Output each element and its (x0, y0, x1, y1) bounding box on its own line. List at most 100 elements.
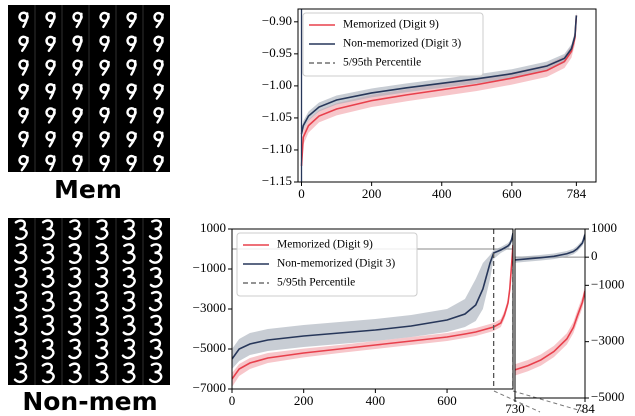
series-line (515, 234, 585, 261)
legend-label: 5/95th Percentile (277, 277, 355, 289)
digit (126, 154, 137, 172)
digit (41, 290, 55, 312)
digit (72, 131, 83, 148)
digit (14, 243, 28, 264)
y-tick-label: −1.15 (262, 173, 292, 188)
digit (149, 314, 163, 336)
digit (153, 11, 164, 29)
x-tick-label: 600 (437, 393, 457, 408)
series-line (232, 244, 513, 380)
x-tick-label: 200 (294, 393, 314, 408)
digit (18, 83, 29, 100)
digit (99, 154, 110, 172)
digit (72, 154, 83, 172)
digit (18, 59, 29, 76)
digit (153, 130, 164, 148)
y-tick-label: 0 (591, 248, 598, 263)
y-tick-label: −1000 (193, 260, 226, 275)
nonmem-label: Non-mem (22, 387, 157, 416)
y-tick-label: −1.00 (262, 77, 292, 92)
digit (153, 83, 164, 100)
digit (72, 83, 83, 100)
digit (153, 35, 164, 53)
digit (99, 11, 110, 29)
digit-grids (8, 5, 170, 385)
digit (126, 59, 137, 76)
digit (45, 11, 56, 29)
x-tick-label: 784 (575, 401, 595, 416)
digit (72, 35, 83, 52)
y-tick-label: −1000 (591, 276, 624, 291)
digit (99, 35, 110, 52)
plot-frame (514, 228, 586, 399)
digit (148, 219, 163, 240)
percentile-band (301, 12, 577, 173)
y-tick-label: −1.10 (262, 141, 292, 156)
x-tick-label: 730 (505, 401, 525, 416)
plot-frame (231, 228, 514, 390)
digit (41, 267, 55, 288)
legend-label: 5/95th Percentile (343, 57, 421, 69)
digit (18, 155, 29, 172)
digit (126, 83, 137, 100)
digit (149, 338, 163, 360)
y-tick-label: 1000 (200, 220, 226, 235)
digit (18, 130, 29, 148)
digit (153, 154, 164, 172)
digit (13, 290, 28, 312)
legend-label: Non-memorized (Digit 3) (343, 38, 461, 50)
plot (300, 9, 578, 182)
digit (45, 107, 56, 124)
percentile-band (232, 230, 513, 369)
y-tick-label: −3000 (193, 300, 226, 315)
percentile-band (515, 285, 585, 376)
digit (13, 362, 28, 384)
digit (153, 107, 164, 124)
digit (99, 59, 110, 76)
digit (72, 11, 83, 29)
digit (18, 107, 29, 124)
legend-box (302, 12, 484, 77)
percentile-band (515, 230, 585, 263)
digit (72, 59, 83, 76)
y-tick-label: −5000 (591, 389, 624, 404)
series-line (300, 15, 578, 167)
x-tick-label: 400 (432, 186, 452, 201)
x-tick-label: 784 (567, 186, 587, 201)
plot-frame (297, 8, 597, 183)
x-tick-label: 200 (362, 186, 382, 201)
digit (149, 243, 163, 264)
digit (126, 35, 137, 52)
legend-box (236, 232, 418, 297)
plot (515, 230, 585, 376)
zoom-connector (493, 390, 541, 413)
digit (99, 83, 110, 100)
digit (149, 267, 163, 288)
y-tick-label: −3000 (591, 333, 624, 348)
x-tick-label: 400 (366, 393, 386, 408)
y-tick-label: −7000 (193, 380, 226, 395)
digit (68, 243, 82, 264)
digit (94, 267, 109, 288)
series-line (515, 290, 585, 371)
x-tick-label: 0 (298, 186, 305, 201)
digit (126, 107, 137, 124)
digit (18, 11, 29, 29)
mem-label: Mem (54, 175, 122, 204)
digit (45, 130, 56, 148)
digit (14, 314, 28, 336)
y-tick-label: −5000 (193, 340, 226, 355)
digit (95, 290, 109, 312)
legend-label: Non-memorized (Digit 3) (277, 258, 395, 270)
x-tick-label: 0 (229, 393, 236, 408)
y-tick-label: 1000 (591, 220, 617, 235)
percentile-band (232, 241, 513, 387)
digit (153, 59, 164, 76)
digit (126, 11, 137, 29)
y-tick-label: −1.05 (262, 109, 292, 124)
zoom-connector (512, 390, 586, 413)
y-tick-label: −0.90 (262, 13, 292, 28)
digit (148, 362, 163, 384)
digit (126, 131, 137, 148)
